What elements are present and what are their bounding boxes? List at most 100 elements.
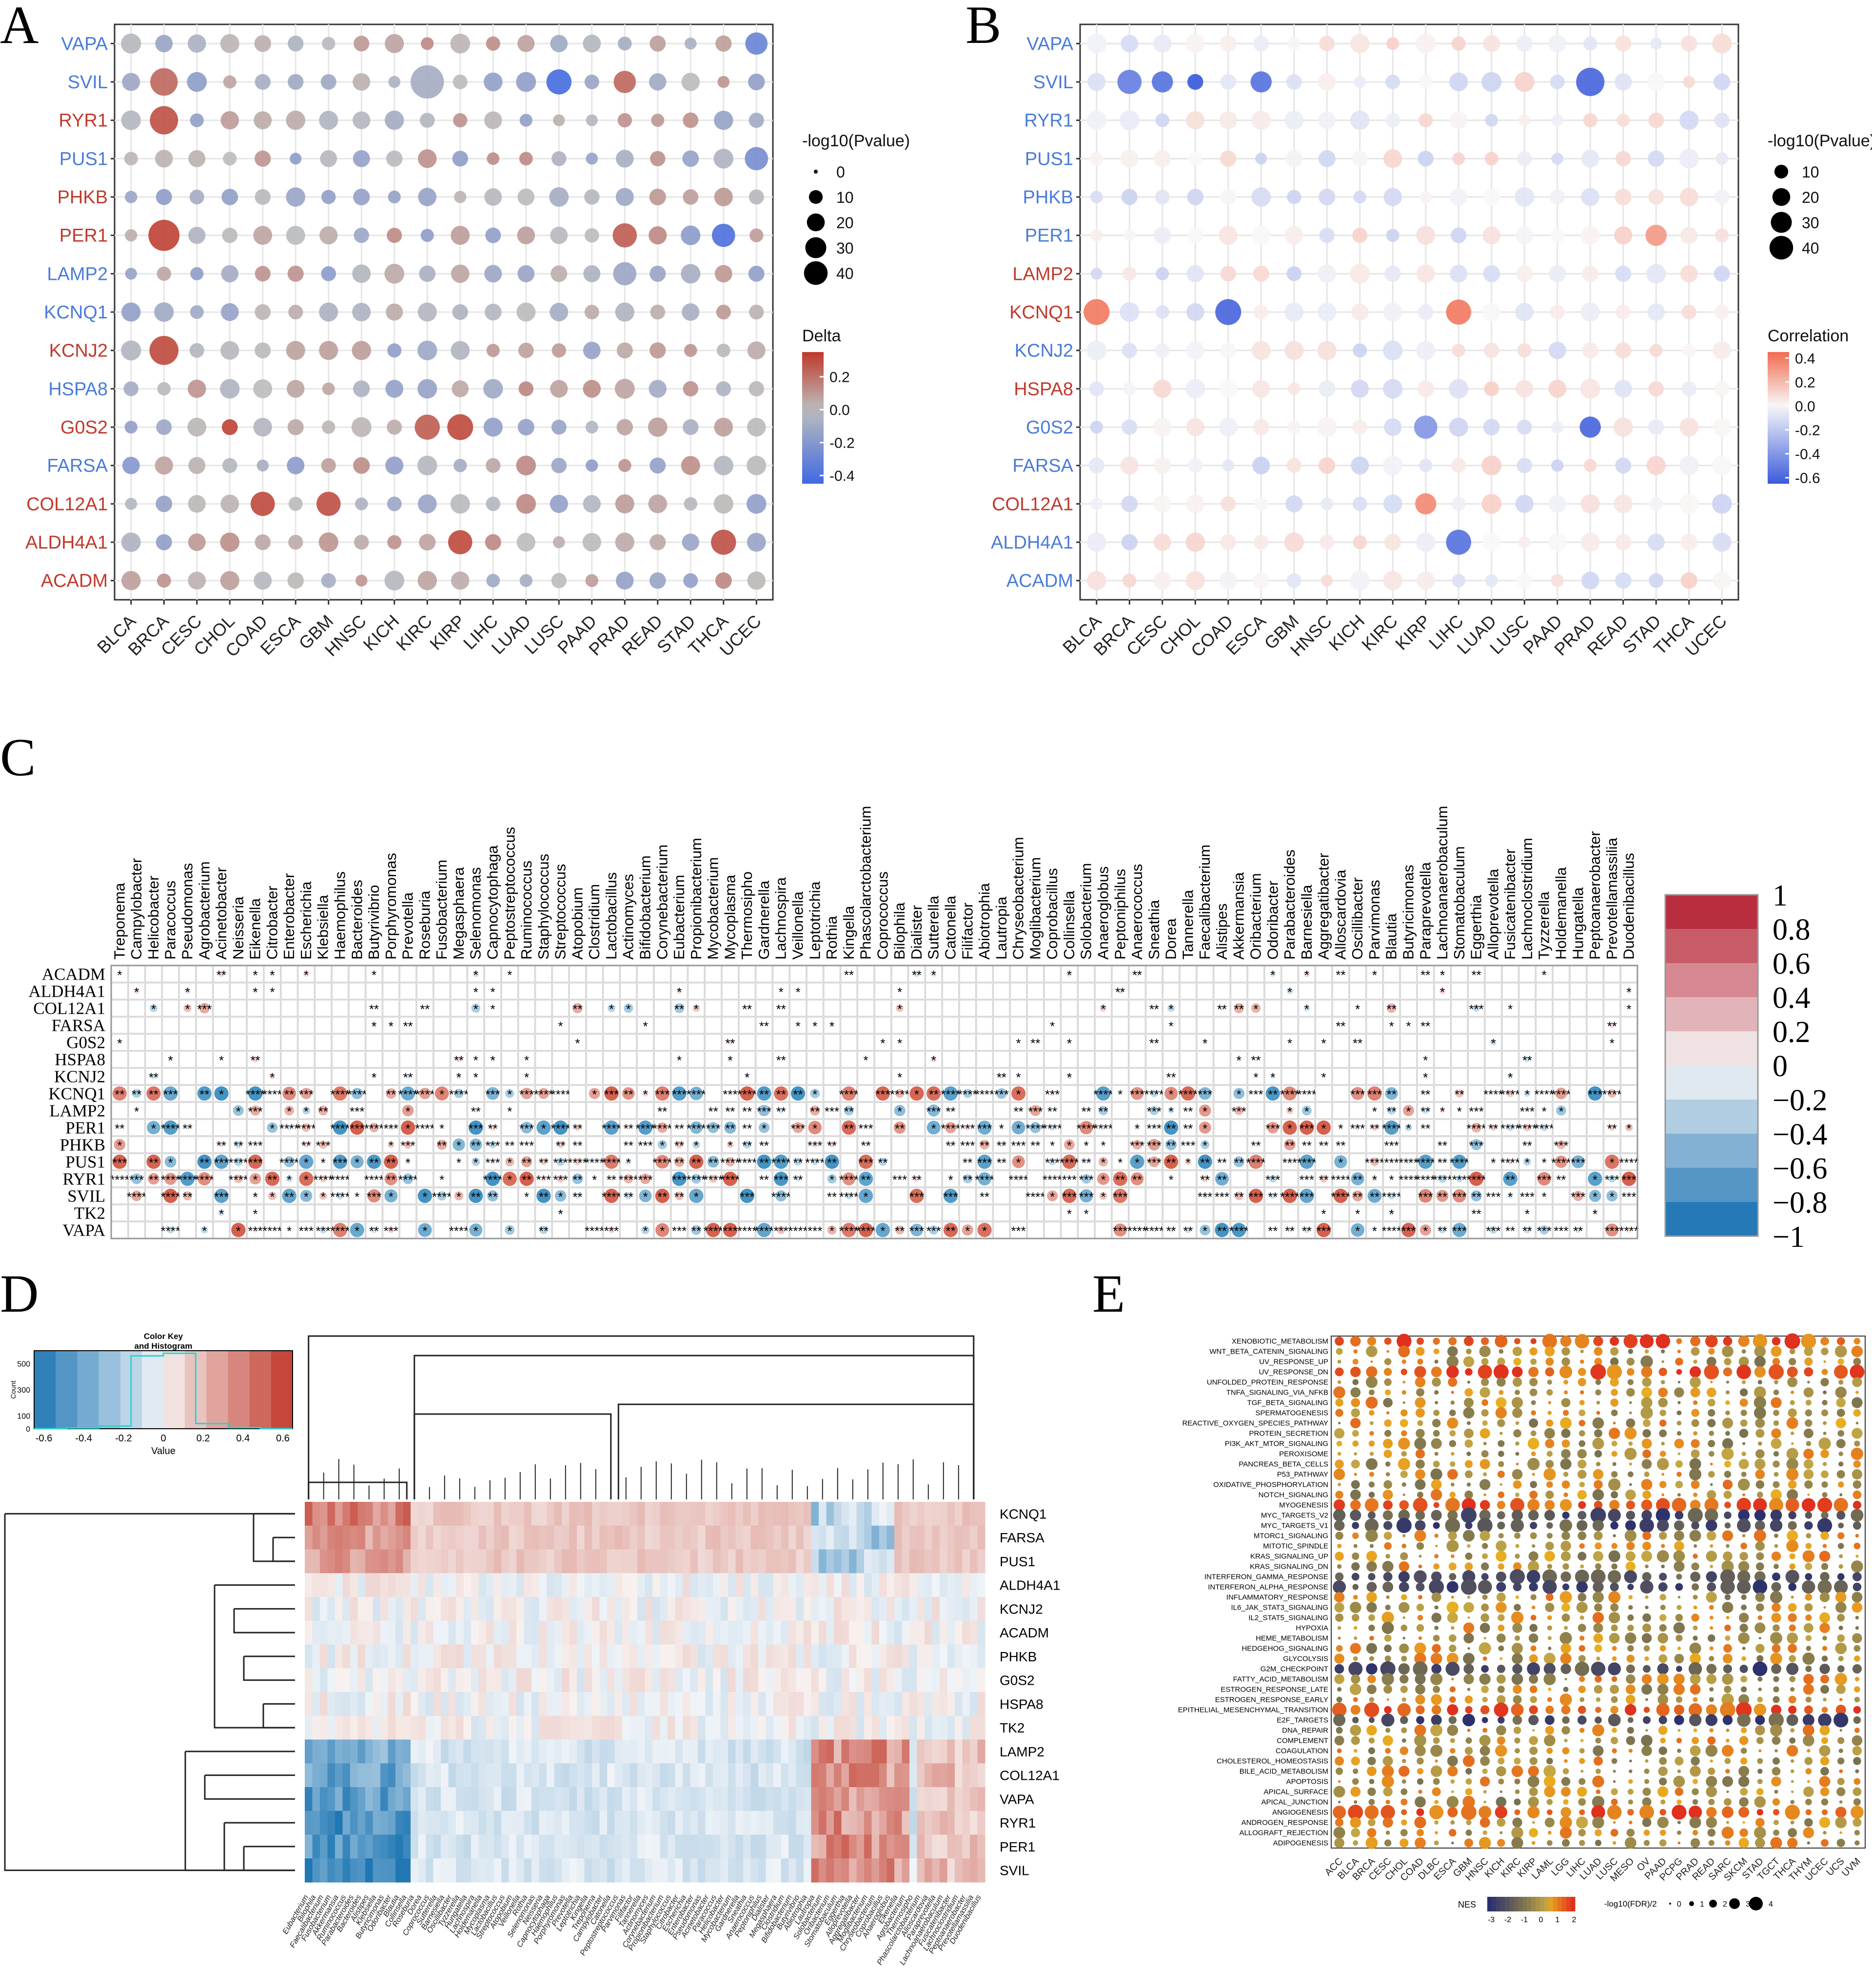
significance-mark: *** — [1181, 1139, 1195, 1153]
heat-cell — [871, 1668, 880, 1693]
bubble-point — [1712, 455, 1732, 475]
heat-cell — [864, 1644, 872, 1669]
heat-cell — [622, 1573, 631, 1597]
significance-mark: * — [422, 1224, 427, 1239]
significance-mark: *** — [1300, 1190, 1314, 1204]
heat-cell — [670, 965, 688, 983]
heat-cell — [705, 1017, 722, 1034]
heat-cell — [849, 1525, 857, 1550]
heat-cell — [586, 1204, 603, 1221]
heat-cell — [925, 1620, 933, 1645]
significance-mark: ** — [793, 1087, 803, 1102]
heat-cell — [811, 1597, 819, 1621]
heat-cell — [486, 1597, 494, 1621]
heat-cell — [1468, 1221, 1485, 1239]
heat-cell — [373, 1549, 381, 1574]
heat-cell — [373, 1787, 381, 1811]
column-label: Peptostreptococcus — [501, 827, 518, 960]
heat-cell — [599, 1668, 608, 1693]
heat-cell — [849, 1597, 857, 1621]
heat-cell — [789, 1102, 807, 1119]
heat-cell — [524, 1573, 532, 1597]
row-label: VAPA — [62, 1221, 105, 1240]
heat-cell — [705, 1549, 713, 1574]
significance-mark: ** — [742, 1139, 752, 1153]
bubble-point — [386, 150, 403, 167]
significance-mark: * — [1135, 1122, 1140, 1136]
heat-cell — [179, 1102, 196, 1119]
heat-cell — [819, 1644, 827, 1669]
heat-cell — [1434, 1034, 1451, 1051]
heat-cell — [834, 1597, 842, 1621]
bubble-point — [650, 342, 666, 359]
heat-cell — [788, 1573, 797, 1597]
heat-cell — [1417, 1204, 1434, 1221]
significance-mark: * — [1593, 1207, 1597, 1221]
significance-mark: **** — [652, 1156, 672, 1170]
heat-cell — [962, 1715, 970, 1740]
significance-mark: * — [1016, 1036, 1021, 1051]
heat-cell — [652, 1692, 661, 1716]
heat-cell — [614, 1644, 623, 1669]
bubble-point — [255, 534, 271, 551]
heat-cell — [320, 1692, 328, 1716]
heat-cell — [874, 1170, 891, 1187]
bubble-point — [353, 73, 371, 91]
heat-circle — [471, 1004, 481, 1013]
heat-cell — [688, 1204, 705, 1221]
heat-cell — [894, 1739, 903, 1764]
significance-mark: *** — [808, 1139, 822, 1153]
heat-cell — [856, 1597, 865, 1621]
significance-mark: *** — [1384, 1156, 1399, 1170]
bubble-point — [584, 75, 599, 89]
heat-cell — [1128, 1204, 1146, 1221]
significance-mark: * — [1101, 1139, 1105, 1153]
significance-mark: ** — [522, 1173, 532, 1187]
heat-cell — [552, 1034, 569, 1051]
heat-cell — [305, 1715, 313, 1740]
significance-mark: **** — [687, 1122, 706, 1136]
heat-cell — [145, 1102, 162, 1119]
bubble-point — [1715, 228, 1729, 242]
significance-mark: **** — [1450, 1156, 1469, 1170]
heat-cell — [569, 1573, 577, 1597]
heat-cell — [584, 1525, 592, 1550]
significance-mark: ** — [1522, 1224, 1532, 1239]
heat-circle — [1202, 1040, 1207, 1045]
heat-cell — [1180, 983, 1197, 1000]
significance-mark: ** — [1556, 1173, 1566, 1187]
heat-cell — [645, 1715, 653, 1740]
bubble-point — [452, 151, 468, 167]
bubble-point — [452, 380, 469, 397]
significance-mark: * — [948, 1173, 953, 1187]
bubble-point — [1451, 458, 1466, 473]
heat-cell — [841, 1668, 849, 1693]
heat-cell — [630, 1620, 638, 1645]
heat-cell — [834, 1692, 842, 1716]
heat-cell — [297, 1017, 315, 1034]
significance-mark: * — [1457, 1104, 1462, 1119]
heat-cell — [586, 965, 603, 983]
heat-cell — [592, 1620, 600, 1645]
bubble-point — [1449, 417, 1468, 437]
heat-cell — [1400, 1085, 1417, 1102]
bubble-point — [1646, 264, 1666, 284]
heat-cell — [894, 1620, 903, 1645]
heat-cell — [1536, 983, 1553, 1000]
heat-circle — [898, 1041, 901, 1044]
column-label: Bacteroides — [348, 880, 365, 960]
heat-cell — [382, 1068, 399, 1085]
heat-cell — [902, 1644, 910, 1669]
heat-cell — [735, 1811, 744, 1835]
heat-cell — [849, 1692, 857, 1716]
heat-cell — [630, 1573, 638, 1597]
heat-cell — [637, 1620, 646, 1645]
heat-cell — [977, 1525, 985, 1550]
bubble-point — [1649, 573, 1664, 588]
heat-cell — [925, 1034, 942, 1051]
heat-cell — [811, 1787, 819, 1811]
heat-cell — [493, 1597, 502, 1621]
significance-mark: ** — [420, 1002, 430, 1017]
significance-mark: * — [812, 1019, 817, 1034]
heat-cell — [993, 1102, 1010, 1119]
